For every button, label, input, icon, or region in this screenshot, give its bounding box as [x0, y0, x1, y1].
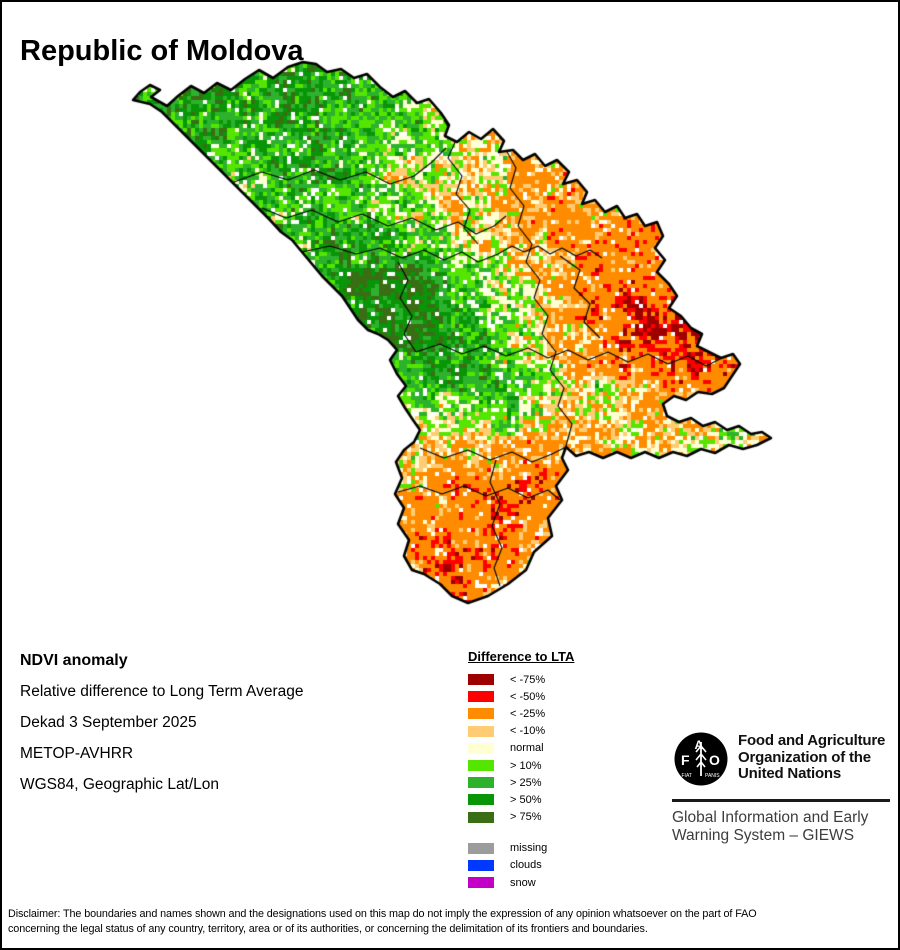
- fao-letter-o: O: [709, 752, 720, 768]
- fao-letter-a: A: [695, 738, 704, 752]
- legend-color-swatch: [468, 691, 494, 703]
- legend-class-label: < -75%: [510, 673, 546, 686]
- legend-color-swatch: [468, 760, 494, 772]
- legend-row: clouds: [468, 857, 574, 874]
- giews-name: Global Information and Early Warning Syst…: [672, 809, 868, 844]
- page-title: Republic of Moldova: [20, 35, 304, 68]
- giews-line: Warning System – GIEWS: [672, 826, 855, 844]
- legend-class-label: snow: [510, 876, 536, 889]
- org-name-line: United Nations: [738, 765, 842, 782]
- info-line: WGS84, Geographic Lat/Lon: [20, 776, 220, 793]
- legend-row: > 25%: [468, 774, 574, 791]
- legend-row: snow: [468, 874, 574, 891]
- legend-title: Difference to LTA: [468, 649, 575, 664]
- legend-class-label: > 10%: [510, 759, 542, 772]
- legend-class-label: > 75%: [510, 811, 542, 824]
- fao-motto-panis: PANIS: [705, 773, 720, 779]
- legend-color-swatch: [468, 742, 494, 754]
- org-name-line: Organization of the: [738, 748, 871, 766]
- legend-row: < -10%: [468, 723, 574, 740]
- legend-class-label: < -25%: [510, 707, 546, 720]
- legend: Difference to LTA < -75% < -50% < -25% < -1…: [468, 649, 574, 891]
- legend-row: > 10%: [468, 757, 574, 774]
- divider-line: [672, 799, 890, 802]
- fao-letter-f: F: [681, 752, 690, 768]
- legend-row: missing: [468, 840, 574, 857]
- info-heading: NDVI anomaly: [20, 652, 128, 669]
- info-line: METOP-AVHRR: [20, 745, 134, 762]
- legend-color-swatch: [468, 877, 494, 889]
- legend-classes: < -75% < -50% < -25% < -10% normal > 10% > 25%…: [468, 671, 574, 826]
- legend-class-label: > 50%: [510, 793, 542, 806]
- legend-color-swatch: [468, 842, 494, 854]
- org-name-line: Food and Agriculture: [738, 732, 886, 749]
- legend-color-swatch: [468, 708, 494, 720]
- fao-motto-fiat: FIAT: [682, 773, 692, 779]
- legend-row: > 75%: [468, 809, 574, 826]
- legend-class-label: < -10%: [510, 725, 546, 738]
- info-lines: Relative difference to Long Term Average…: [20, 676, 304, 800]
- map-info-block: NDVI anomaly Relative difference to Long…: [20, 645, 304, 800]
- legend-class-label: > 25%: [510, 776, 542, 789]
- info-line: Relative difference to Long Term Average: [20, 683, 304, 700]
- legend-row: < -25%: [468, 705, 574, 722]
- legend-row: normal: [468, 740, 574, 757]
- legend-color-swatch: [468, 794, 494, 806]
- legend-row: < -75%: [468, 671, 574, 688]
- fao-org-name: Food and Agriculture Organization of the U…: [738, 732, 886, 783]
- legend-class-label: normal: [510, 742, 544, 755]
- fao-branding: F A O FIAT PANIS Food and Agriculture Org…: [672, 730, 894, 850]
- legend-class-label: < -50%: [510, 690, 546, 703]
- legend-color-swatch: [468, 811, 494, 823]
- info-line: Dekad 3 September 2025: [20, 714, 197, 731]
- legend-class-label: missing: [510, 842, 548, 855]
- legend-row: < -50%: [468, 688, 574, 705]
- legend-color-swatch: [468, 674, 494, 686]
- giews-line: Global Information and Early: [672, 809, 869, 826]
- fao-logo-icon: F A O FIAT PANIS: [674, 732, 728, 786]
- legend-row: > 50%: [468, 791, 574, 808]
- legend-extra-classes: missing clouds snow: [468, 840, 574, 892]
- legend-color-swatch: [468, 859, 494, 871]
- disclaimer-text: Disclaimer: The boundaries and names sho…: [8, 907, 892, 937]
- legend-color-swatch: [468, 725, 494, 737]
- disclaimer-line: concerning the legal status of any count…: [8, 923, 648, 935]
- legend-color-swatch: [468, 777, 494, 789]
- disclaimer-line: Disclaimer: The boundaries and names sho…: [8, 908, 757, 920]
- legend-class-label: clouds: [510, 859, 542, 872]
